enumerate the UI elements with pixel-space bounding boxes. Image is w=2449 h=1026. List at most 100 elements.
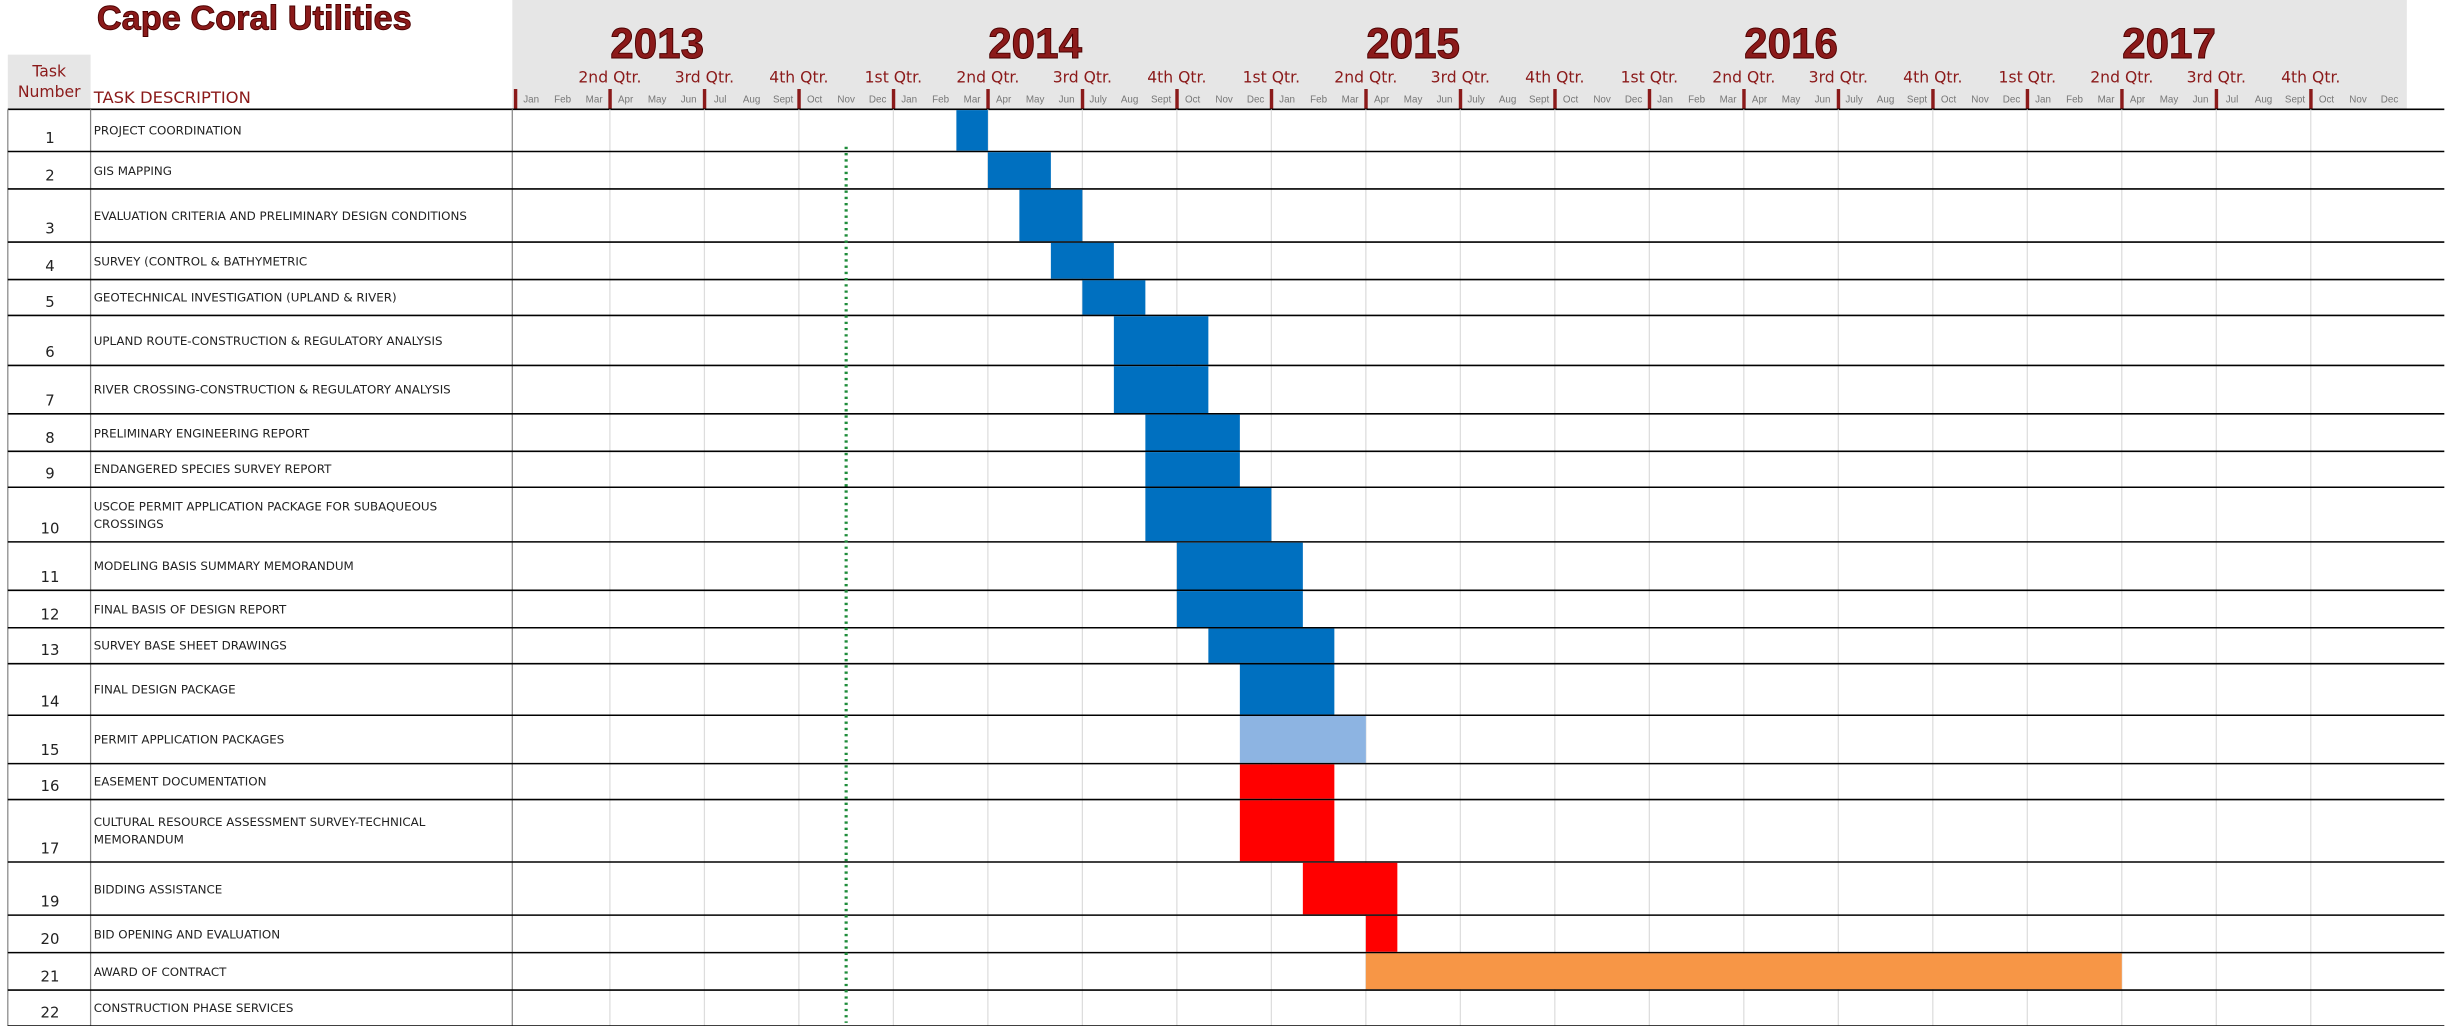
quarter-label: 3rd Qtr. (1053, 69, 1112, 87)
task-bar (1082, 280, 1146, 315)
month-label: Apr (1374, 95, 1390, 106)
task-description: RIVER CROSSING-CONSTRUCTION & REGULATORY… (93, 382, 451, 397)
quarter-marker (1931, 89, 1935, 110)
month-label: Nov (837, 95, 855, 106)
month-label: Aug (1499, 95, 1517, 106)
quarter-label: 2nd Qtr. (578, 69, 641, 87)
quarter-marker (1080, 89, 1085, 110)
task-bar (956, 110, 988, 151)
month-label: May (1404, 95, 1423, 106)
task-bar (1019, 189, 1083, 242)
quarter-marker (1364, 89, 1368, 110)
task-description: AWARD OF CONTRACT (93, 964, 227, 979)
task-number: 21 (41, 969, 60, 986)
task-bar (1176, 542, 1303, 590)
month-label: Dec (2381, 95, 2399, 106)
task-bar (987, 152, 1051, 189)
quarter-label: 2nd Qtr. (1334, 69, 1397, 87)
month-label: Feb (554, 95, 571, 106)
quarter-label: 2nd Qtr. (956, 69, 1019, 87)
task-bar (1239, 716, 1366, 763)
quarter-marker (1647, 89, 1652, 110)
task-number: 16 (41, 778, 60, 795)
year-label: 2014 (988, 20, 1082, 67)
month-label: Jun (1059, 95, 1075, 106)
task-description: EVALUATION CRITERIA AND PRELIMINARY DESI… (93, 208, 467, 223)
task-number-header-bg (7, 54, 91, 110)
month-label: Mar (964, 95, 982, 106)
year-label: 2015 (1366, 20, 1460, 67)
quarter-marker (1175, 89, 1179, 110)
task-description-box: EASEMENT DOCUMENTATION (93, 774, 267, 789)
task-bar (1145, 488, 1272, 542)
task-description: GEOTECHNICAL INVESTIGATION (UPLAND & RIV… (93, 290, 397, 305)
task-description: BID OPENING AND EVALUATION (93, 926, 281, 941)
task-description-box: PROJECT COORDINATION (94, 123, 242, 137)
month-label: May (648, 95, 667, 106)
task-description-box: PERMIT APPLICATION PACKAGES (93, 732, 285, 747)
task-description: FINAL DESIGN PACKAGE (93, 682, 236, 697)
task-description: EASEMENT DOCUMENTATION (93, 774, 267, 789)
month-label: Dec (1247, 95, 1265, 106)
task-description-box: SURVEY BASE SHEET DRAWINGS (93, 638, 287, 653)
month-label: July (1467, 95, 1485, 106)
task-description: UPLAND ROUTE-CONSTRUCTION & REGULATORY A… (93, 333, 443, 348)
month-label: Feb (1688, 95, 1705, 106)
task-description: CULTURAL RESOURCE ASSESSMENT SURVEY-TECH… (93, 815, 426, 847)
month-label: Jun (2193, 95, 2209, 106)
quarter-label: 4th Qtr. (769, 69, 828, 87)
quarter-marker (2120, 89, 2124, 110)
task-number: 3 (45, 221, 54, 238)
quarter-marker (702, 89, 707, 110)
task-description-box: RIVER CROSSING-CONSTRUCTION & REGULATORY… (93, 382, 451, 397)
task-number: 8 (45, 430, 54, 447)
task-number: 9 (45, 466, 54, 483)
quarter-label: 4th Qtr. (2281, 69, 2340, 87)
quarter-label: 1st Qtr. (1621, 69, 1679, 87)
month-label: Jan (523, 95, 539, 106)
month-label: Nov (1215, 95, 1233, 106)
month-label: Mar (586, 95, 604, 106)
quarter-marker (513, 89, 518, 110)
year-label: 2017 (2122, 20, 2216, 67)
task-description-box: CONSTRUCTION PHASE SERVICES (93, 1001, 294, 1016)
task-number: 20 (41, 931, 60, 948)
task-bar (1113, 366, 1209, 414)
task-description-box: EVALUATION CRITERIA AND PRELIMINARY DESI… (93, 208, 467, 223)
task-description: CONSTRUCTION PHASE SERVICES (93, 1001, 294, 1016)
month-label: Sept (2285, 95, 2305, 106)
quarter-marker (608, 89, 612, 110)
quarter-marker (1269, 89, 1274, 110)
task-description: ENDANGERED SPECIES SURVEY REPORT (93, 462, 332, 477)
task-bar (1145, 452, 1240, 487)
task-number: 1 (45, 130, 54, 147)
quarter-label: 2nd Qtr. (1712, 69, 1775, 87)
month-label: Jun (1815, 95, 1831, 106)
task-number: 14 (41, 694, 60, 711)
month-label: Feb (1310, 95, 1327, 106)
task-description: BIDDING ASSISTANCE (93, 881, 223, 896)
month-label: Sept (1529, 95, 1549, 106)
month-label: Sept (773, 95, 793, 106)
quarter-marker (2025, 89, 2030, 110)
task-description-box: GEOTECHNICAL INVESTIGATION (UPLAND & RIV… (93, 290, 397, 305)
month-label: Apr (618, 95, 634, 106)
month-label: Nov (1971, 95, 1989, 106)
month-label: Oct (1563, 95, 1579, 106)
month-label: Mar (2098, 95, 2116, 106)
task-description: PERMIT APPLICATION PACKAGES (93, 732, 285, 747)
task-bar (1239, 800, 1335, 862)
task-bar (1113, 316, 1209, 365)
month-label: Oct (2319, 95, 2335, 106)
month-label: Apr (2130, 95, 2146, 106)
month-label: May (1026, 95, 1045, 106)
task-bar (1302, 862, 1398, 915)
task-bar (1239, 764, 1335, 799)
quarter-label: 1st Qtr. (865, 69, 923, 87)
task-bar (1145, 414, 1240, 451)
month-label: Mar (1342, 95, 1360, 106)
task-number: 12 (41, 606, 60, 623)
task-description: SURVEY BASE SHEET DRAWINGS (93, 638, 287, 653)
month-label: Sept (1151, 95, 1171, 106)
